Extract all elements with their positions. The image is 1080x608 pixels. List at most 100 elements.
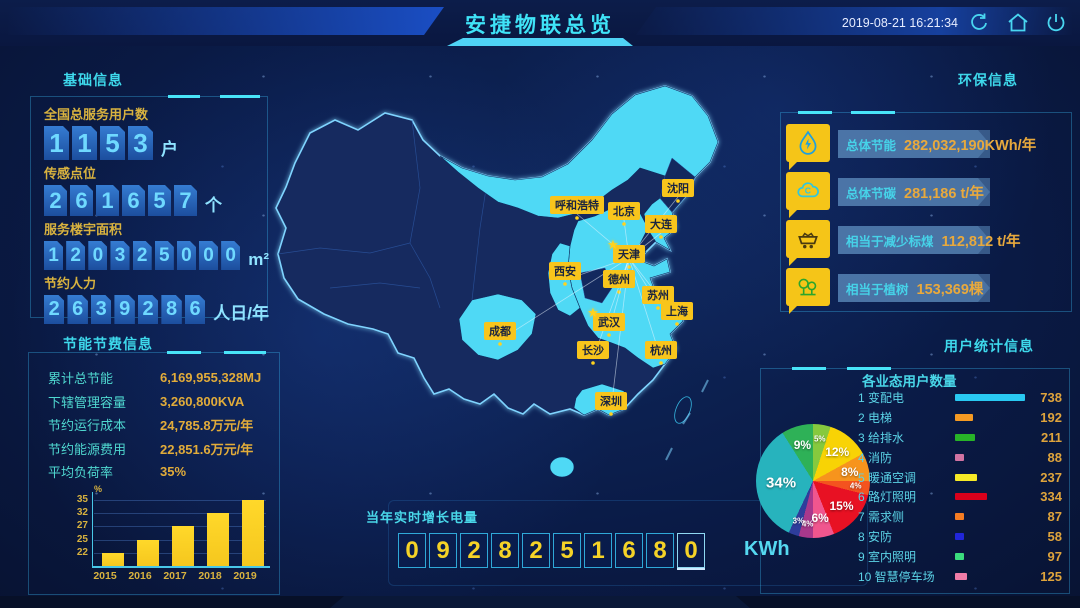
digit-counter: 1 2 0 3 2 5 0 0 0 m² — [44, 241, 269, 270]
bar-gridline — [94, 513, 266, 515]
legend-row[interactable]: 3 给排水 211 — [858, 428, 1062, 448]
energy-row-label: 下辖管理容量 — [48, 394, 127, 410]
frame-dash — [166, 351, 201, 354]
legend-name: 10 智慧停车场 — [858, 569, 935, 584]
legend-row[interactable]: 5 暖通空调 237 — [858, 467, 1062, 487]
pie-slice-label: 8% — [841, 464, 859, 479]
title-underline — [447, 38, 633, 46]
env-label: 总体节碳 — [846, 186, 897, 201]
energy-row-value: 6,169,955,328MJ — [160, 370, 262, 386]
map-city-labels: 呼和浩特 北京 沈阳 大连 天津 ★ 西安 德州 苏州 上海 武汉 ★ 成都 长沙 杭州 深圳 — [240, 58, 800, 528]
star-marker: ★ — [607, 237, 619, 252]
pie-slice-label: 3% — [792, 516, 805, 526]
digit-box: 5 — [553, 533, 581, 568]
sea-dashes — [665, 379, 709, 461]
legend-row[interactable]: 10 智慧停车场 125 — [858, 566, 1062, 586]
legend-row[interactable]: 2 电梯 192 — [858, 408, 1062, 428]
city-label-沈阳[interactable]: 沈阳 — [662, 179, 694, 197]
frame-dash — [167, 95, 200, 98]
user-type-legend: 1 变配电 738 2 电梯 192 3 给排水 211 4 消防 88 5 暖通空调 237 6 … — [858, 388, 1062, 586]
city-label-呼和浩特[interactable]: 呼和浩特 — [550, 196, 604, 214]
env-label: 总体节能 — [846, 138, 897, 153]
legend-value: 125 — [1040, 568, 1062, 584]
star-marker: ★ — [587, 305, 599, 320]
env-value: 281,186 t/年 — [904, 185, 984, 202]
digit-box: 1 — [44, 241, 63, 270]
digit-box: 0 — [88, 241, 107, 270]
city-label-深圳[interactable]: 深圳 — [595, 392, 627, 410]
city-label-杭州[interactable]: 杭州 — [645, 341, 677, 359]
bar-ytick: 22 — [76, 546, 88, 558]
digit-box: 2 — [44, 185, 67, 216]
bar-xlabel: 2016 — [128, 570, 152, 582]
digit-box: 0 — [221, 241, 240, 270]
env-strip: 总体节碳 281,186 t/年 — [838, 178, 990, 206]
energy-row-value: 22,851.6万元/年 — [160, 441, 254, 457]
city-label-北京[interactable]: 北京 — [608, 202, 640, 220]
legend-row[interactable]: 6 路灯照明 334 — [858, 487, 1062, 507]
legend-row[interactable]: 1 变配电 738 — [858, 388, 1062, 408]
digit-box: 0 — [199, 241, 218, 270]
energy-info-panel — [28, 351, 280, 595]
bar-ytick: 32 — [76, 507, 88, 519]
city-label-成都[interactable]: 成都 — [484, 322, 516, 340]
china-map[interactable]: 呼和浩特 北京 沈阳 大连 天津 ★ 西安 德州 苏州 上海 武汉 ★ 成都 长沙 杭州 深圳 — [240, 58, 800, 528]
env-strip: 相当于植树 153,369棵 — [838, 274, 990, 302]
env-info-title: 环保信息 — [958, 72, 1018, 88]
timestamp: 2019-08-21 16:21:34 — [841, 16, 958, 30]
frame-dash — [791, 367, 826, 370]
pie-slice-label: 4% — [801, 519, 814, 529]
legend-row[interactable]: 4 消防 88 — [858, 447, 1062, 467]
city-label-德州[interactable]: 德州 — [603, 270, 635, 288]
legend-name: 4 消防 — [858, 450, 893, 465]
user-stats-title: 用户统计信息 — [944, 338, 1034, 354]
province-borders — [277, 119, 489, 309]
legend-color-bar — [955, 552, 964, 560]
user-type-pie-chart[interactable]: 5% 12% 8% 4% 15% 6% 4% 3% 34% 9% — [756, 424, 870, 538]
legend-row[interactable]: 9 室内照明 97 — [858, 546, 1062, 566]
power-icon[interactable] — [1044, 11, 1068, 35]
city-label-上海[interactable]: 上海 — [661, 302, 693, 320]
legend-name: 3 给排水 — [858, 430, 905, 445]
digit-box: 1 — [44, 126, 69, 160]
env-row: 总体节能 282,032,190KWh/年 — [786, 122, 1072, 170]
legend-value: 58 — [1047, 528, 1062, 544]
city-label-武汉[interactable]: 武汉 — [593, 313, 625, 331]
load-rate-bar-chart[interactable]: % 22 2015 25 2016 27 2017 32 2018 35 2019 — [66, 484, 270, 586]
digit-box: 5 — [148, 185, 171, 216]
legend-name: 1 变配电 — [858, 391, 905, 406]
pie-slice-label: 12% — [825, 444, 850, 459]
metric-unit: 户 — [161, 140, 178, 159]
metric-unit: m² — [248, 250, 270, 269]
digit-box: 0 — [177, 241, 196, 270]
back-icon[interactable] — [968, 11, 992, 35]
legend-color-bar — [955, 493, 987, 501]
legend-value: 97 — [1047, 548, 1062, 564]
legend-name: 5 暖通空调 — [858, 470, 917, 485]
city-label-苏州[interactable]: 苏州 — [642, 286, 674, 304]
energy-row: 下辖管理容量 3,260,800KVA — [48, 390, 273, 414]
pie-slice-label: 6% — [811, 511, 829, 526]
home-icon[interactable] — [1006, 11, 1030, 35]
legend-row[interactable]: 7 需求侧 87 — [858, 507, 1062, 527]
digit-box: 7 — [174, 185, 197, 216]
pie-slice-label: 9% — [793, 437, 812, 452]
digit-box: 2 — [133, 241, 152, 270]
bar-ytick: 35 — [76, 494, 88, 505]
legend-row[interactable]: 8 安防 58 — [858, 527, 1062, 547]
city-label-长沙[interactable]: 长沙 — [577, 341, 609, 359]
digit-box: 6 — [70, 185, 93, 216]
city-dot — [609, 412, 613, 416]
frame-dash — [850, 111, 895, 114]
city-label-西安[interactable]: 西安 — [549, 262, 581, 280]
city-label-天津[interactable]: 天津 — [613, 245, 645, 263]
legend-name: 8 安防 — [858, 529, 893, 544]
env-row: 相当于减少标煤 112,812 t/年 — [786, 218, 1072, 266]
bar-xlabel: 2018 — [198, 570, 222, 582]
city-label-大连[interactable]: 大连 — [645, 215, 677, 233]
energy-info-rows: 累计总节能 6,169,955,328MJ 下辖管理容量 3,260,800KVA 节约… — [48, 366, 273, 484]
energy-row: 节约能源费用 22,851.6万元/年 — [48, 437, 273, 461]
